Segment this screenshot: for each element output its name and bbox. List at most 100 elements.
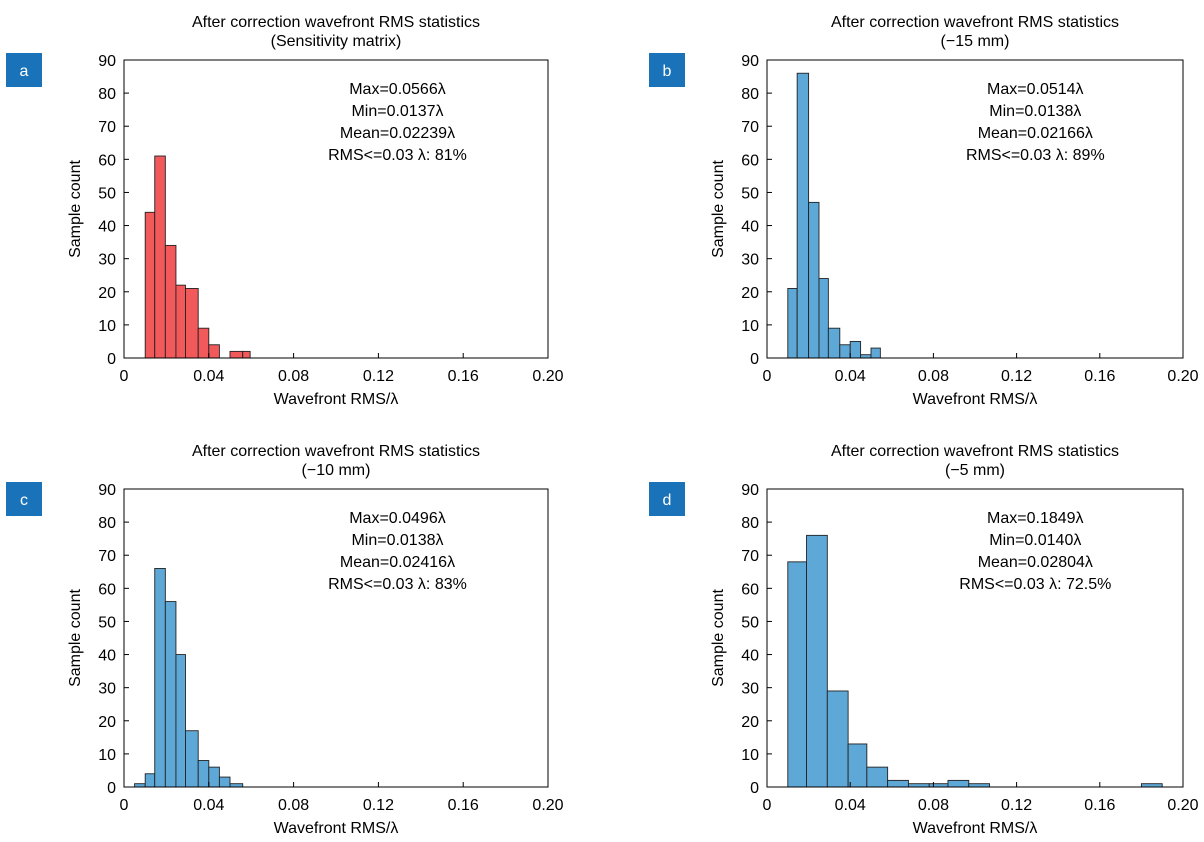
x-axis-label: Wavefront RMS/λ <box>274 820 399 837</box>
histogram-bar <box>818 278 829 359</box>
plot-frame <box>123 59 549 359</box>
y-tick-label: 80 <box>741 515 759 532</box>
chart-subtitle: (Sensitivity matrix) <box>271 33 402 50</box>
chart-subtitle: (−10 mm) <box>302 462 371 479</box>
y-axis-label: Sample count <box>710 160 727 258</box>
y-tick-label: 80 <box>98 515 116 532</box>
y-tick-label: 10 <box>741 318 759 335</box>
stats-annotation-line: Max=0.1849λ <box>987 510 1084 527</box>
stats-annotation-line: Mean=0.02166λ <box>978 125 1093 142</box>
x-tick-label: 0 <box>763 797 772 814</box>
x-tick-label: 0.20 <box>532 797 563 814</box>
x-axis-label: Wavefront RMS/λ <box>913 820 1038 837</box>
x-tick-label: 0 <box>120 797 129 814</box>
y-tick-label: 40 <box>98 219 116 236</box>
y-tick-label: 80 <box>741 86 759 103</box>
x-tick-label: 0.08 <box>918 368 949 385</box>
y-tick-label: 40 <box>98 648 116 665</box>
histogram-bar <box>887 779 909 788</box>
x-tick-label: 0.04 <box>193 797 224 814</box>
histogram-bar <box>242 350 251 359</box>
histogram-bar <box>144 773 156 788</box>
x-tick-label: 0.20 <box>532 368 563 385</box>
x-tick-label: 0.08 <box>278 797 309 814</box>
y-tick-label: 60 <box>98 581 116 598</box>
plot-frame <box>766 488 1184 788</box>
histogram-bar <box>197 760 210 788</box>
stats-annotation-line: Max=0.0566λ <box>349 81 446 98</box>
x-tick-label: 0.08 <box>918 797 949 814</box>
histogram-bar <box>197 327 210 359</box>
histogram-bar <box>229 350 244 359</box>
x-tick-label: 0.16 <box>1084 797 1115 814</box>
y-tick-label: 90 <box>98 482 116 499</box>
y-axis-label: Sample count <box>67 160 84 258</box>
panel-label-badge <box>6 482 42 516</box>
x-tick-label: 0.20 <box>1167 368 1198 385</box>
chart-panel-b: b After correction wavefront RMS statisti… <box>649 14 1199 408</box>
histogram-bar <box>796 72 810 359</box>
chart-panel-c: c After correction wavefront RMS statisti… <box>6 443 564 837</box>
chart-panel-a: a After correction wavefront RMS statisti… <box>6 14 564 408</box>
x-tick-label: 0.04 <box>193 368 224 385</box>
histogram-bar <box>185 288 199 359</box>
y-tick-label: 0 <box>107 780 116 797</box>
chart-panel-d: d After correction wavefront RMS statisti… <box>649 443 1199 837</box>
y-tick-label: 50 <box>741 614 759 631</box>
chart-title: After correction wavefront RMS statistic… <box>192 443 480 460</box>
y-tick-label: 40 <box>741 648 759 665</box>
x-tick-label: 0.12 <box>1001 797 1032 814</box>
panel-label-badge <box>649 482 685 516</box>
x-axis-label: Wavefront RMS/λ <box>913 391 1038 408</box>
y-tick-label: 90 <box>741 482 759 499</box>
y-tick-label: 30 <box>98 681 116 698</box>
stats-annotation-line: RMS<=0.03 λ: 89% <box>966 147 1105 164</box>
x-tick-label: 0 <box>763 368 772 385</box>
histogram-bar <box>164 244 177 359</box>
y-tick-label: 20 <box>98 714 116 731</box>
histogram-bar <box>870 347 881 359</box>
y-tick-label: 20 <box>741 285 759 302</box>
stats-annotation-line: Min=0.0137λ <box>351 103 443 120</box>
histogram-bar <box>787 561 807 788</box>
stats-annotation-line: Mean=0.02804λ <box>978 554 1093 571</box>
histogram-bar <box>947 779 970 788</box>
stats-annotation-line: Min=0.0140λ <box>989 532 1081 549</box>
panel-label-badge <box>649 53 685 87</box>
y-tick-label: 30 <box>98 252 116 269</box>
plot-frame <box>766 59 1184 359</box>
stats-annotation-line: Mean=0.02239λ <box>340 125 455 142</box>
y-tick-label: 10 <box>98 318 116 335</box>
y-tick-label: 50 <box>98 614 116 631</box>
stats-annotation-line: Min=0.0138λ <box>351 532 443 549</box>
y-tick-label: 80 <box>98 86 116 103</box>
chart-title: After correction wavefront RMS statistic… <box>831 14 1119 31</box>
y-tick-label: 50 <box>741 185 759 202</box>
panel-label: a <box>20 63 29 80</box>
stats-annotation-line: RMS<=0.03 λ: 72.5% <box>959 576 1111 593</box>
y-tick-label: 0 <box>750 351 759 368</box>
y-tick-label: 90 <box>98 53 116 70</box>
histogram-bar <box>849 340 862 359</box>
histogram-bar <box>144 211 156 359</box>
panel-label: d <box>663 492 672 509</box>
panel-label-badge <box>6 53 42 87</box>
histogram-bar <box>175 284 186 359</box>
y-tick-label: 60 <box>741 581 759 598</box>
chart-title: After correction wavefront RMS statistic… <box>192 14 480 31</box>
chart-title: After correction wavefront RMS statistic… <box>831 443 1119 460</box>
stats-annotation-line: Mean=0.02416λ <box>340 554 455 571</box>
histogram-bar <box>185 730 199 788</box>
panel-label: c <box>20 492 28 509</box>
histogram-bar <box>806 534 828 788</box>
y-tick-label: 70 <box>98 548 116 565</box>
x-tick-label: 0.04 <box>835 368 866 385</box>
y-tick-label: 10 <box>98 747 116 764</box>
histogram-bar <box>154 155 166 359</box>
y-axis-label: Sample count <box>710 589 727 687</box>
stats-annotation-line: RMS<=0.03 λ: 81% <box>328 147 467 164</box>
histogram-bar <box>154 568 166 788</box>
histogram-bar <box>787 288 798 359</box>
plot-frame <box>123 488 549 788</box>
histogram-bar <box>839 344 851 359</box>
